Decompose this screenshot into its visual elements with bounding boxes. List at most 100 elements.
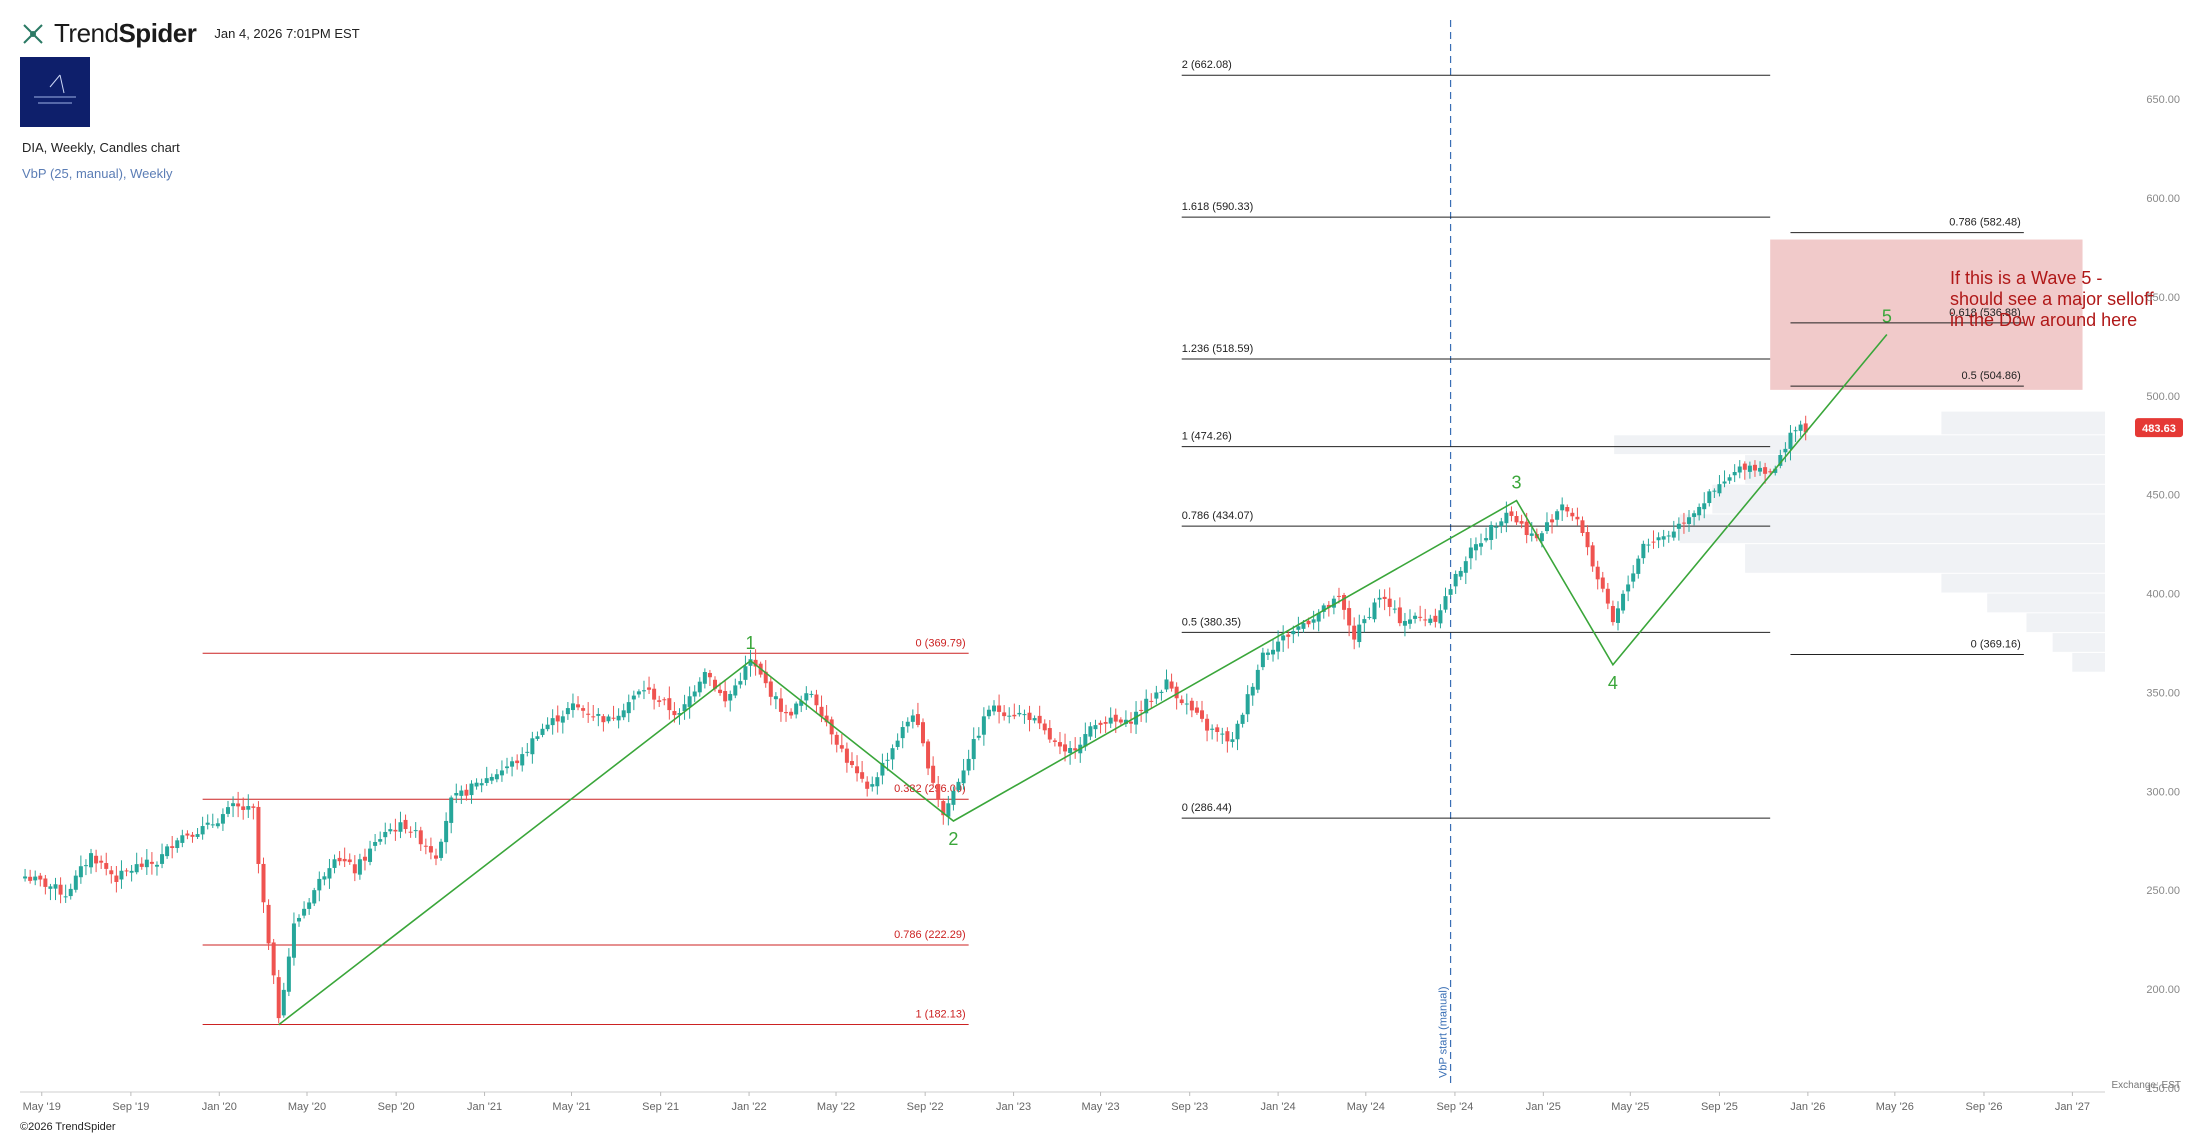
fib-level-label: 1.236 (518.59): [1182, 343, 1254, 355]
candle-body: [1722, 481, 1727, 484]
candle-body: [707, 672, 712, 678]
x-tick-label: Jan '22: [731, 1101, 766, 1113]
candle-body: [444, 820, 449, 843]
candle-body: [1402, 620, 1407, 626]
candle-body: [418, 830, 423, 845]
y-tick-label: 300.00: [2146, 786, 2180, 798]
candle-body: [1610, 606, 1615, 623]
candle-body: [332, 859, 337, 868]
volume-bar: [1987, 593, 2105, 613]
candle-body: [951, 790, 956, 805]
candle-body: [38, 875, 43, 880]
candle-body: [327, 868, 332, 879]
candle-body: [1098, 722, 1103, 725]
candle-body: [33, 876, 38, 881]
x-tick-label: Jan '21: [467, 1101, 502, 1113]
candle-body: [601, 716, 606, 723]
x-tick-label: Jan '24: [1261, 1101, 1296, 1113]
fibonacci-levels[interactable]: 0 (369.79) 0.382 (296.00) 0.786 (222.29) 1 …: [202, 59, 2024, 1025]
candle-body: [464, 789, 469, 796]
candle-body: [799, 700, 804, 706]
candle-body: [1615, 608, 1620, 623]
fib-level-label: 0.382 (296.00): [894, 783, 966, 795]
candle-body: [1336, 595, 1341, 597]
candle-body: [1392, 608, 1397, 610]
candle-body: [347, 859, 352, 863]
brand-name[interactable]: TrendSpider: [54, 18, 197, 49]
candle-body: [1083, 734, 1088, 747]
candle-body: [1539, 533, 1544, 542]
target-zone-rect: [1770, 239, 2083, 390]
candle-body: [190, 834, 195, 837]
candle-body: [1479, 543, 1484, 547]
candle-body: [728, 694, 733, 701]
exchange-label: Exchange: EST: [2111, 1080, 2181, 1091]
candle-body: [433, 855, 438, 859]
candle-body: [626, 702, 631, 714]
candle-body: [1519, 521, 1524, 524]
candle-body: [621, 710, 626, 718]
elliott-wave[interactable]: 1 2 3 4 5: [278, 306, 1892, 1026]
candle-body: [936, 784, 941, 800]
candle-body: [149, 861, 154, 864]
candle-body: [1063, 744, 1068, 752]
candle-body: [1057, 742, 1062, 747]
candle-body: [1194, 707, 1199, 713]
candle-body: [510, 761, 515, 767]
x-tick-label: Sep '25: [1701, 1101, 1738, 1113]
annotation-line: If this is a Wave 5 -: [1950, 268, 2102, 288]
fib-level-label: 0.786 (582.48): [1949, 217, 2021, 229]
candle-body: [393, 829, 398, 832]
candle-body: [1418, 616, 1423, 618]
candle-body: [829, 719, 834, 735]
candle-body: [1773, 468, 1778, 473]
candle-body: [855, 766, 860, 774]
candle-body: [865, 781, 870, 789]
candle-body: [43, 878, 48, 887]
candle-body: [114, 875, 119, 882]
annotation[interactable]: If this is a Wave 5 -should see a major …: [1950, 268, 2155, 330]
candle-body: [1443, 596, 1448, 610]
candle-body: [1215, 727, 1220, 732]
candle-body: [1123, 719, 1128, 724]
volume-profile: [1614, 411, 2105, 672]
candle-body: [1311, 619, 1316, 623]
candle-body: [1022, 714, 1027, 716]
candle-body: [1184, 703, 1189, 705]
candle-body: [682, 704, 687, 712]
candle-body: [1778, 455, 1783, 466]
candle-body: [1002, 712, 1007, 717]
candle-body: [170, 846, 175, 848]
candle-body: [1235, 723, 1240, 740]
candle-body: [768, 681, 773, 697]
candle-body: [1676, 523, 1681, 529]
candle-body: [1524, 521, 1529, 536]
candle-body: [134, 864, 139, 873]
candle-body: [662, 699, 667, 701]
candle-body: [1382, 596, 1387, 600]
candle-body: [931, 765, 936, 783]
candle-body: [1717, 484, 1722, 494]
copyright: ©2026 TrendSpider: [20, 1121, 116, 1133]
y-tick-label: 500.00: [2146, 391, 2180, 403]
candle-body: [1636, 558, 1641, 574]
volume-bar: [2072, 652, 2105, 672]
trendspider-logo-icon: [23, 23, 43, 44]
candle-body: [1240, 714, 1245, 724]
candle-body: [1032, 718, 1037, 721]
vbp-start-marker[interactable]: VbP start (manual): [1438, 20, 1452, 1088]
candle-body: [1494, 526, 1499, 528]
candle-body: [1504, 512, 1509, 524]
candle-body: [312, 890, 317, 904]
candle-body: [1575, 516, 1580, 520]
candle-body: [479, 783, 484, 786]
indicator-label[interactable]: VbP (25, manual), Weekly: [22, 166, 173, 181]
candle-body: [1661, 536, 1666, 540]
candle-body: [1707, 491, 1712, 504]
candle-body: [910, 715, 915, 722]
candle-body: [1068, 748, 1073, 754]
fib-level-label: 0.786 (222.29): [894, 929, 966, 941]
candle-body: [342, 858, 347, 862]
candle-body: [540, 728, 545, 735]
